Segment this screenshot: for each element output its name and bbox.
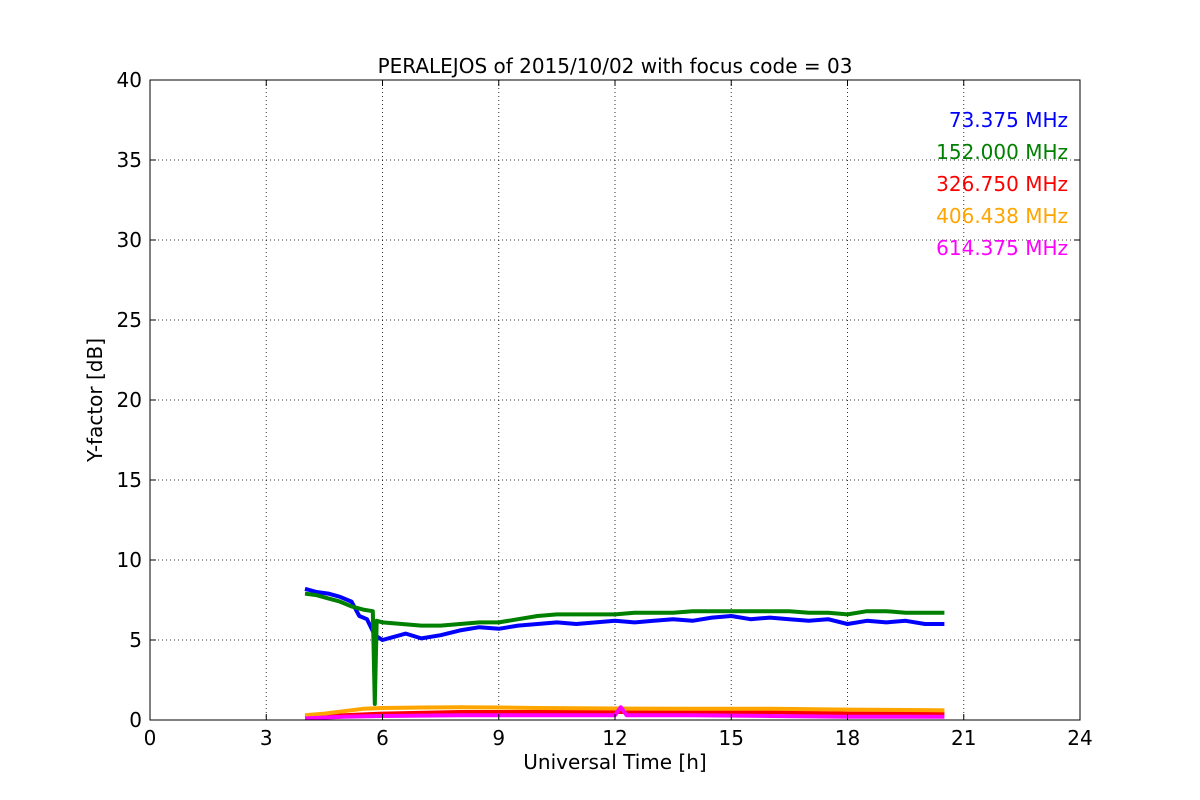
- y-tick-label: 35: [117, 148, 142, 172]
- legend-entry-4: 406.438 MHz: [936, 204, 1068, 228]
- x-tick-label: 21: [951, 726, 976, 750]
- y-tick-label: 25: [117, 308, 142, 332]
- y-tick-label: 20: [117, 388, 142, 412]
- x-axis-label: Universal Time [h]: [523, 750, 706, 774]
- x-tick-label: 15: [719, 726, 744, 750]
- series-line-4: [304, 705, 945, 718]
- grid: [150, 80, 1080, 720]
- y-axis-label: Y-factor [dB]: [83, 338, 107, 463]
- x-tick-label: 9: [492, 726, 505, 750]
- x-tick-label: 6: [376, 726, 389, 750]
- x-tick-label: 12: [602, 726, 627, 750]
- y-tick-label: 15: [117, 468, 142, 492]
- y-tick-label: 5: [129, 628, 142, 652]
- legend-entry-3: 326.750 MHz: [936, 172, 1068, 196]
- series-line-1: [304, 586, 945, 642]
- ticks: [149, 79, 1081, 721]
- tick-labels: 0 3 6 9 12 15 18 21 24 0 5 10 15 20 25 30 35 40: [117, 68, 1093, 750]
- y-tick-label: 0: [129, 708, 142, 732]
- chart-title: PERALEJOS of 2015/10/02 with focus code …: [378, 54, 853, 78]
- series-layer: [304, 586, 945, 721]
- legend-entry-1: 73.375 MHz: [949, 108, 1068, 132]
- x-tick-label: 24: [1067, 726, 1092, 750]
- legend: 73.375 MHz 152.000 MHz 326.750 MHz 406.438 …: [936, 108, 1068, 260]
- x-tick-label: 3: [260, 726, 273, 750]
- y-tick-label: 30: [117, 228, 142, 252]
- series-line-2: [304, 591, 945, 706]
- y-tick-label: 10: [117, 548, 142, 572]
- x-tick-label: 18: [835, 726, 860, 750]
- legend-entry-2: 152.000 MHz: [936, 140, 1068, 164]
- x-tick-label: 0: [144, 726, 157, 750]
- y-tick-label: 40: [117, 68, 142, 92]
- legend-entry-5: 614.375 MHz: [936, 236, 1068, 260]
